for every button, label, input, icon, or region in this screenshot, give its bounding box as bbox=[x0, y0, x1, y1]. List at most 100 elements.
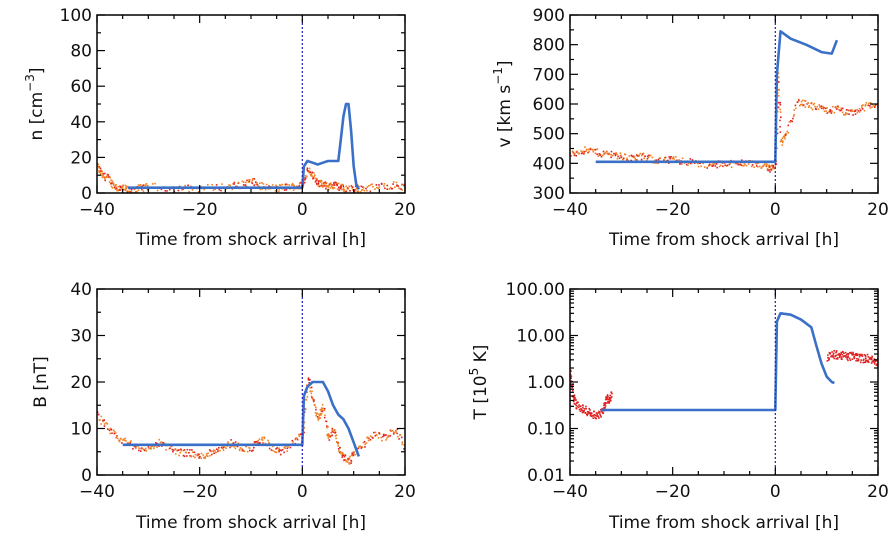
observed-point bbox=[713, 163, 716, 165]
observed-point bbox=[136, 190, 138, 193]
observed-point bbox=[211, 453, 213, 456]
observed-point bbox=[384, 187, 386, 190]
observed-point bbox=[323, 182, 326, 185]
observed-point bbox=[358, 446, 360, 449]
observed-point bbox=[317, 184, 319, 186]
observed-point bbox=[319, 408, 322, 411]
observed-point bbox=[722, 165, 724, 168]
observed-point bbox=[843, 113, 845, 116]
observed-point bbox=[280, 449, 282, 452]
observed-point bbox=[319, 180, 321, 182]
observed-point bbox=[169, 188, 171, 191]
observed-point bbox=[770, 164, 773, 167]
observed-point bbox=[306, 175, 308, 178]
observed-point bbox=[587, 411, 589, 413]
observed-point bbox=[768, 166, 771, 168]
observed-point bbox=[150, 446, 152, 448]
observed-point bbox=[303, 181, 306, 184]
observed-point bbox=[864, 355, 867, 358]
observed-point bbox=[851, 354, 854, 356]
observed-point bbox=[255, 181, 257, 183]
observed-point bbox=[113, 431, 116, 433]
observed-point bbox=[593, 414, 596, 416]
observed-point bbox=[318, 180, 320, 182]
observed-point bbox=[399, 187, 401, 190]
observed-point bbox=[852, 352, 854, 355]
observed-point bbox=[593, 410, 595, 413]
observed-point bbox=[102, 174, 104, 177]
observed-point bbox=[174, 448, 177, 451]
observed-point bbox=[342, 453, 345, 456]
observed-point bbox=[334, 435, 337, 437]
observed-point bbox=[314, 177, 317, 180]
observed-point bbox=[325, 420, 328, 423]
observed-point bbox=[600, 155, 603, 158]
observed-point bbox=[829, 109, 831, 111]
observed-point bbox=[654, 159, 656, 162]
observed-point bbox=[317, 418, 320, 420]
observed-point bbox=[787, 124, 790, 127]
observed-point bbox=[389, 186, 392, 189]
observed-point bbox=[364, 446, 366, 448]
observed-point bbox=[867, 356, 870, 358]
observed-point bbox=[160, 188, 163, 191]
observed-point bbox=[193, 451, 196, 454]
observed-point bbox=[347, 187, 350, 190]
observed-point bbox=[314, 404, 316, 406]
observed-point bbox=[305, 408, 307, 411]
observed-point bbox=[320, 413, 323, 415]
observed-point bbox=[586, 413, 588, 416]
y-tick-label: 300 bbox=[533, 184, 565, 204]
observed-point bbox=[710, 164, 712, 166]
observed-point bbox=[381, 439, 383, 442]
y-axis-label: n [cm−3] bbox=[23, 67, 47, 140]
observed-point bbox=[121, 442, 123, 444]
observed-point bbox=[220, 446, 223, 449]
observed-point bbox=[579, 410, 582, 412]
observed-point bbox=[610, 153, 612, 156]
observed-point bbox=[113, 432, 116, 435]
observed-point bbox=[123, 439, 126, 442]
observed-point bbox=[646, 157, 649, 160]
observed-point bbox=[832, 356, 835, 358]
observed-point bbox=[865, 359, 867, 362]
observed-point bbox=[574, 403, 576, 405]
observed-point bbox=[128, 190, 130, 193]
observed-point bbox=[782, 141, 784, 144]
observed-point bbox=[306, 169, 308, 171]
observed-point bbox=[697, 165, 700, 168]
observed-point bbox=[217, 449, 219, 451]
observed-point bbox=[138, 447, 140, 449]
observed-point bbox=[597, 155, 599, 157]
observed-point bbox=[322, 407, 324, 410]
observed-point bbox=[859, 354, 862, 356]
observed-point bbox=[741, 159, 743, 161]
panel-temperature: −40 −20 0 20 0.01 0.10 1.00 10.00 100.00 T [105 … bbox=[467, 280, 889, 533]
observed-point bbox=[628, 155, 631, 157]
observed-point bbox=[330, 182, 332, 184]
observed-point bbox=[590, 415, 593, 418]
observed-point bbox=[820, 107, 823, 110]
observed-point bbox=[327, 188, 330, 191]
observed-point bbox=[832, 105, 834, 108]
observed-point bbox=[245, 181, 247, 184]
observed-point bbox=[389, 434, 392, 437]
observed-point bbox=[778, 88, 780, 91]
observed-point bbox=[836, 108, 838, 110]
observed-point bbox=[139, 450, 142, 452]
observed-point bbox=[275, 184, 277, 187]
observed-point bbox=[130, 188, 133, 191]
observed-point bbox=[583, 410, 585, 412]
observed-point bbox=[122, 439, 124, 441]
observed-point bbox=[588, 407, 590, 410]
observed-point bbox=[242, 184, 245, 186]
observed-point bbox=[253, 178, 256, 180]
y-tick-label: 600 bbox=[533, 95, 565, 115]
observed-point bbox=[798, 99, 800, 102]
observed-point bbox=[306, 396, 309, 398]
observed-point bbox=[778, 81, 780, 83]
observed-point bbox=[103, 425, 106, 427]
x-tick-label: −20 bbox=[182, 482, 218, 502]
observed-point bbox=[316, 177, 318, 180]
observed-point bbox=[97, 413, 100, 416]
